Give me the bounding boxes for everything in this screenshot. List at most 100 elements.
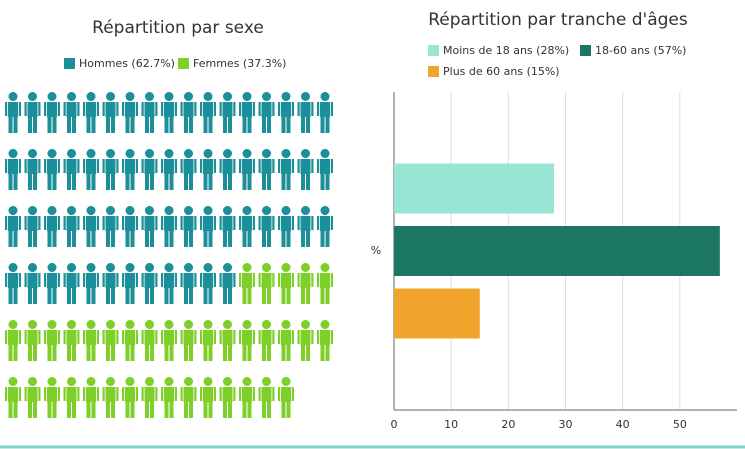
person-icon: [317, 320, 333, 361]
person-icon: [24, 92, 41, 133]
person-icon: [258, 320, 275, 361]
person-icon: [219, 263, 236, 304]
person-icon: [63, 263, 80, 304]
person-icon: [122, 320, 138, 361]
person-icon: [239, 206, 255, 247]
person-icon: [5, 377, 21, 418]
legend-swatch: [64, 58, 75, 69]
person-icon: [5, 92, 21, 133]
person-icon: [102, 263, 119, 304]
person-icon: [122, 149, 138, 190]
person-icon: [278, 320, 294, 361]
legend-label: Moins de 18 ans (28%): [443, 44, 569, 57]
person-icon: [161, 377, 177, 418]
person-icon: [44, 92, 60, 133]
bar: [394, 288, 480, 339]
person-icon: [102, 320, 119, 361]
person-icon: [161, 149, 177, 190]
person-icon: [141, 92, 158, 133]
person-icon: [180, 320, 197, 361]
legend-label: Plus de 60 ans (15%): [443, 65, 560, 78]
person-icon: [297, 149, 314, 190]
person-icon: [83, 149, 99, 190]
person-icon: [44, 320, 60, 361]
person-icon: [122, 263, 138, 304]
chart-title: Répartition par tranche d'âges: [428, 10, 688, 30]
person-icon: [200, 206, 216, 247]
legend-swatch: [178, 58, 189, 69]
person-icon: [180, 263, 197, 304]
person-icon: [219, 320, 236, 361]
person-icon: [24, 206, 41, 247]
person-icon: [44, 263, 60, 304]
person-icon: [5, 206, 21, 247]
person-icon: [102, 377, 119, 418]
person-icon: [83, 92, 99, 133]
person-icon: [44, 377, 60, 418]
x-tick-label: 40: [616, 418, 630, 431]
person-icon: [5, 149, 21, 190]
person-icon: [219, 377, 236, 418]
person-icon: [219, 92, 236, 133]
person-icon: [141, 149, 158, 190]
person-icon: [161, 92, 177, 133]
person-icon: [258, 206, 275, 247]
person-icon: [102, 149, 119, 190]
person-icon: [24, 263, 41, 304]
person-icon: [63, 149, 80, 190]
person-icon: [180, 149, 197, 190]
bar: [394, 163, 555, 214]
x-tick-label: 0: [391, 418, 398, 431]
person-icon: [83, 320, 99, 361]
person-icon: [297, 263, 314, 304]
person-icon: [258, 377, 275, 418]
person-icon: [239, 377, 255, 418]
person-icon: [141, 377, 158, 418]
person-icon: [219, 206, 236, 247]
person-icon: [63, 377, 80, 418]
person-icon: [63, 320, 80, 361]
person-icon: [122, 377, 138, 418]
person-icon: [258, 263, 275, 304]
person-icon: [239, 92, 255, 133]
person-icon: [239, 149, 255, 190]
person-icon: [278, 206, 294, 247]
person-icon: [317, 149, 333, 190]
person-icon: [200, 149, 216, 190]
x-tick-label: 30: [559, 418, 573, 431]
bar: [394, 226, 720, 276]
chart-title: Répartition par sexe: [92, 18, 264, 38]
legend-swatch: [428, 66, 439, 77]
person-icon: [24, 149, 41, 190]
person-icon: [200, 92, 216, 133]
person-icon: [297, 206, 314, 247]
person-icon: [317, 92, 333, 133]
person-icon: [258, 92, 275, 133]
person-icon: [122, 206, 138, 247]
person-icon: [317, 206, 333, 247]
person-icon: [5, 263, 21, 304]
person-icon: [200, 320, 216, 361]
person-icon: [200, 377, 216, 418]
person-icon: [161, 263, 177, 304]
person-icon: [44, 149, 60, 190]
legend-swatch: [428, 45, 439, 56]
legend-label: Hommes (62.7%): [79, 57, 175, 70]
person-icon: [180, 92, 197, 133]
person-icon: [180, 377, 197, 418]
person-icon: [200, 263, 216, 304]
person-icon: [180, 206, 197, 247]
person-icon: [239, 263, 255, 304]
x-tick-label: 20: [501, 418, 515, 431]
y-tick-label: %: [371, 244, 381, 257]
person-icon: [83, 263, 99, 304]
person-icon: [278, 92, 294, 133]
person-icon: [63, 92, 80, 133]
person-icon: [83, 377, 99, 418]
person-icon: [161, 320, 177, 361]
person-icon: [278, 377, 294, 418]
person-icon: [24, 377, 41, 418]
legend-label: 18-60 ans (57%): [595, 44, 686, 57]
person-icon: [141, 263, 158, 304]
